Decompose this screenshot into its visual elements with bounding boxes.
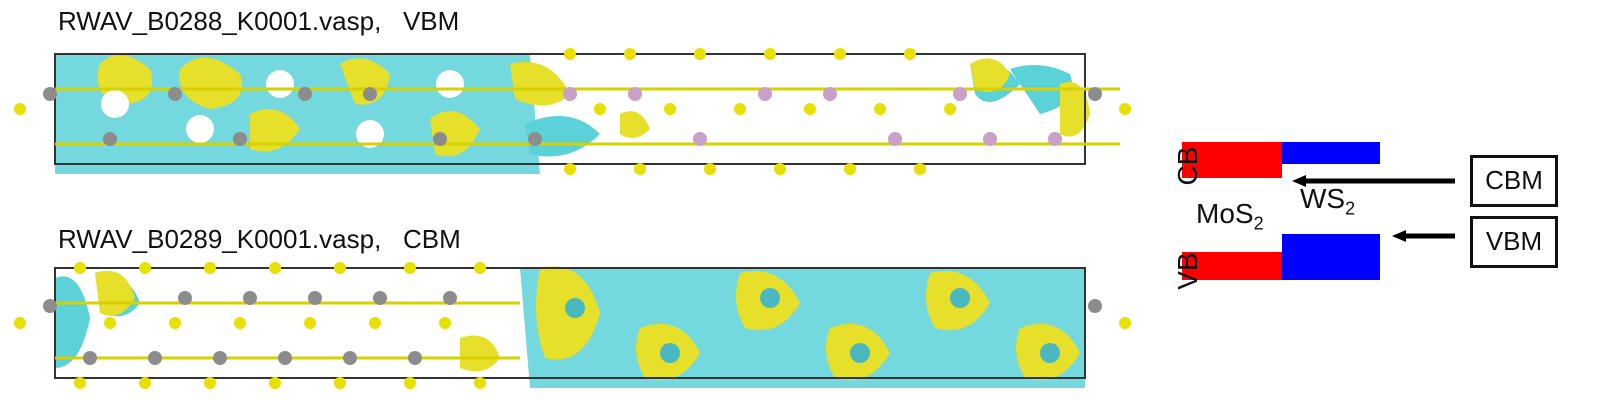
sulfur-atoms	[14, 48, 1131, 175]
cbm-structure-image	[14, 262, 1131, 389]
sulfur-atoms	[14, 262, 1131, 389]
vbm-label-box: VBM	[1470, 216, 1558, 268]
ws2-vb-bar	[1282, 234, 1380, 280]
vbm-structure-image	[14, 48, 1131, 175]
ws2-cb-bar	[1282, 142, 1380, 164]
isosurface-yellow	[97, 55, 1090, 157]
metal-atoms-w	[43, 87, 1102, 146]
mos2-cb-bar	[1182, 142, 1282, 178]
mos2-vb-bar	[1182, 252, 1282, 280]
panel-title-cbm: RWAV_B0289_K0001.vasp, CBM	[58, 224, 461, 254]
panel-title-vbm: RWAV_B0288_K0001.vasp, VBM	[58, 6, 460, 36]
cyan-holes	[101, 70, 464, 148]
cyan-atoms	[565, 288, 1060, 363]
cbm-arrow	[1292, 175, 1455, 187]
metal-atoms-mo	[563, 87, 1062, 146]
vb-label: VB	[1172, 252, 1203, 290]
bonds	[55, 87, 1120, 146]
vbm-arrow	[1392, 230, 1455, 242]
ws2-label: WS2	[1300, 183, 1356, 219]
cbm-label-box: CBM	[1470, 155, 1558, 207]
mos2-label: MoS2	[1196, 198, 1264, 234]
cell-outline	[54, 267, 1086, 379]
metal-atoms-w	[43, 291, 1102, 365]
cb-label: CB	[1172, 146, 1203, 186]
band-alignment-diagram	[1182, 142, 1455, 280]
